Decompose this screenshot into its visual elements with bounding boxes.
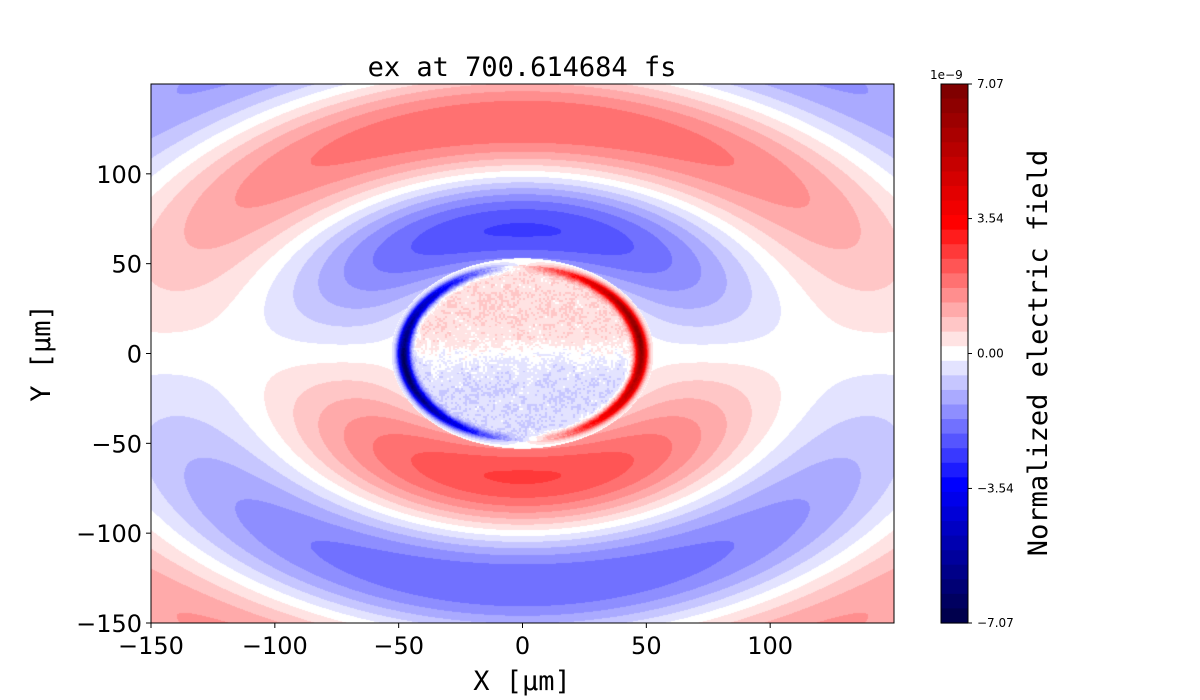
colorbar-tick-label: 7.07 [977, 77, 1004, 91]
colorbar-ticks: 7.07 3.54 0.00 −3.54 −7.07 [968, 77, 1014, 630]
y-tick-label: −100 [76, 520, 142, 548]
colorbar-band [941, 491, 968, 508]
colorbar-band [941, 404, 968, 420]
x-axis-label: X [μm] [473, 666, 571, 697]
chart-title: ex at 700.614684 fs [368, 52, 677, 83]
plot-frame [150, 83, 895, 624]
colorbar-band [941, 419, 968, 435]
colorbar-band [941, 346, 968, 362]
colorbar-band [941, 521, 968, 537]
x-tick-label: −150 [118, 632, 184, 660]
y-axis-label: Y [μm] [26, 304, 57, 402]
colorbar-band [941, 579, 968, 595]
colorbar-band [941, 185, 968, 202]
colorbar-band [941, 113, 968, 129]
colorbar-band [941, 331, 968, 347]
colorbar-band [941, 535, 968, 551]
colorbar-band [941, 462, 968, 478]
colorbar-band [941, 302, 968, 318]
y-tick-label: 50 [111, 251, 142, 279]
colorbar-band [941, 375, 968, 391]
colorbar-band [941, 258, 968, 274]
colorbar-tick-label: −7.07 [977, 616, 1014, 630]
colorbar-band [941, 389, 968, 406]
colorbar-tick-label: −3.54 [977, 481, 1014, 495]
colorbar-band [941, 229, 968, 245]
y-tick-label: 100 [96, 161, 142, 189]
colorbar-band [941, 608, 968, 624]
x-tick-label: −100 [242, 632, 308, 660]
x-tick-label: 50 [631, 632, 662, 660]
colorbar-band [941, 287, 968, 304]
x-tick-label: 0 [515, 632, 530, 660]
colorbar-band [941, 84, 968, 100]
colorbar-band [941, 200, 968, 216]
x-axis: −150 −100 −50 0 50 100 [118, 623, 793, 660]
colorbar-band [941, 477, 968, 493]
colorbar-band [941, 506, 968, 522]
colorbar-band [941, 127, 968, 143]
colorbar-band [941, 98, 968, 114]
colorbar-band [941, 593, 968, 610]
field-heatmap [151, 84, 894, 623]
x-tick-label: 100 [747, 632, 793, 660]
y-tick-label: 0 [127, 341, 142, 369]
colorbar-band [941, 156, 968, 173]
colorbar-label: Normalized electric field [1023, 150, 1054, 556]
colorbar-band [941, 550, 968, 566]
colorbar-band [941, 564, 968, 580]
colorbar-tick-label: 0.00 [977, 347, 1004, 361]
y-tick-label: −150 [76, 610, 142, 638]
colorbar-band [941, 448, 968, 464]
y-axis: −150 −100 −50 0 50 100 [76, 161, 151, 638]
colorbar-band [941, 142, 968, 158]
colorbar [941, 84, 968, 624]
colorbar-band [941, 215, 968, 231]
colorbar-exponent: 1e−9 [930, 68, 963, 82]
colorbar-band [941, 433, 968, 449]
colorbar-tick-label: 3.54 [977, 212, 1004, 226]
colorbar-band [941, 317, 968, 333]
colorbar-band [941, 360, 968, 376]
colorbar-band [941, 171, 968, 187]
x-tick-label: −50 [373, 632, 424, 660]
colorbar-band [941, 273, 968, 289]
colorbar-band [941, 244, 968, 260]
y-tick-label: −50 [91, 430, 142, 458]
